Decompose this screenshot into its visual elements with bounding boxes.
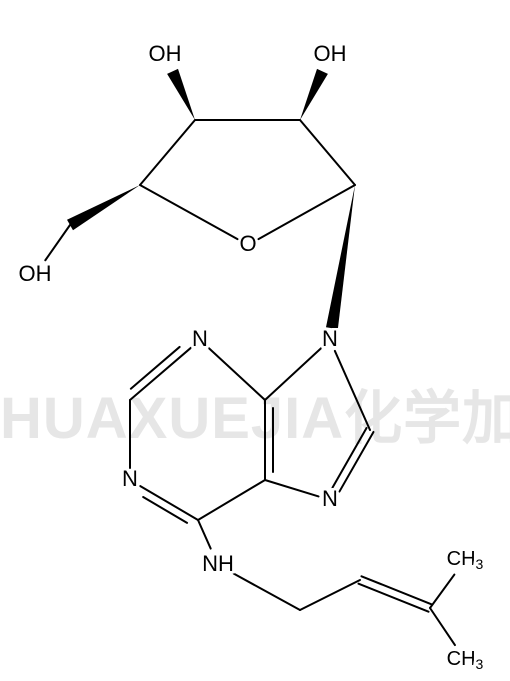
atom-label-CH3a: CH3 — [447, 548, 484, 571]
atom-label-N3: N — [192, 326, 208, 351]
atom-label-CH3b: CH3 — [447, 648, 484, 671]
atom-label-N7: N — [322, 486, 338, 511]
atom-label-O_ring: O — [239, 231, 256, 256]
atom-label-OH_top_right: OH — [314, 41, 347, 66]
molecule-diagram: OH OH O OH N N N N NH CH3 CH3 — [0, 0, 510, 681]
atom-label-N1: N — [122, 466, 138, 491]
atom-label-OH_top_left: OH — [149, 41, 182, 66]
atom-label-OH_ch2: OH — [19, 261, 52, 286]
atom-label-N9: N — [322, 326, 338, 351]
atom-label-NH: NH — [202, 551, 234, 576]
